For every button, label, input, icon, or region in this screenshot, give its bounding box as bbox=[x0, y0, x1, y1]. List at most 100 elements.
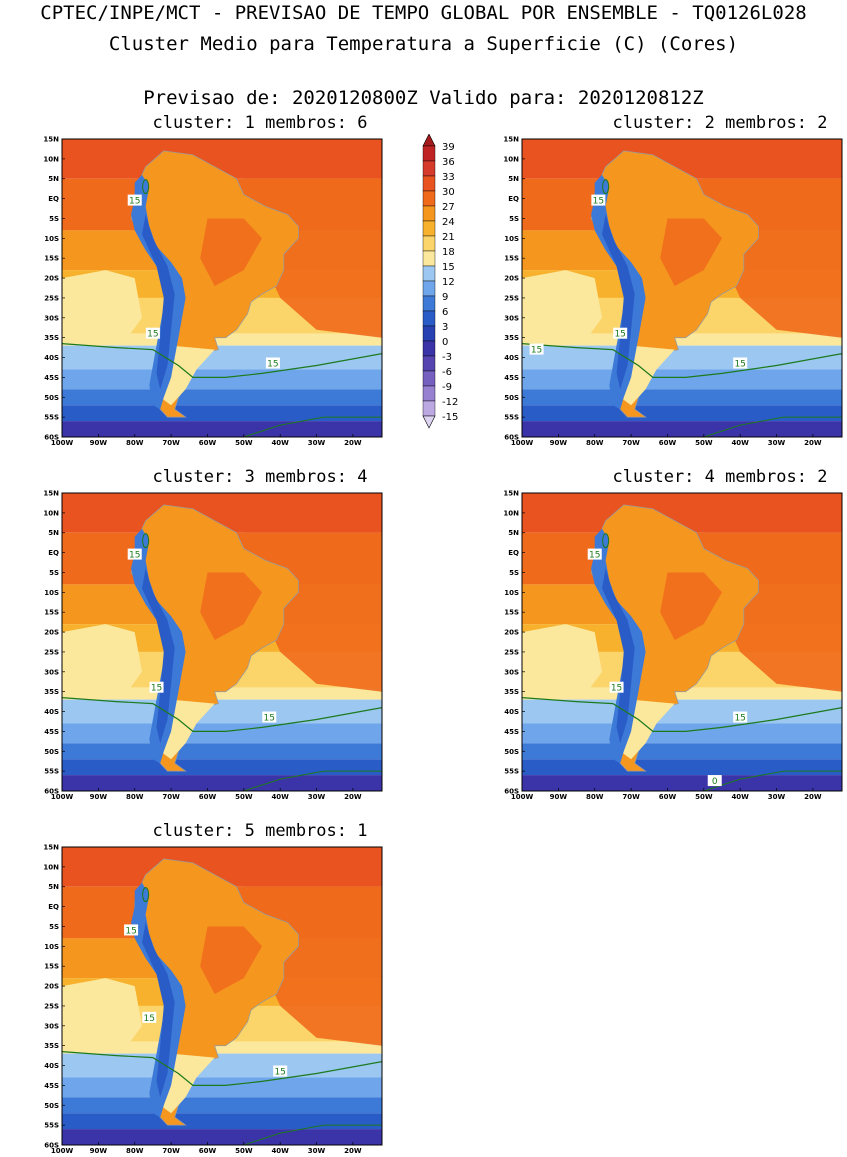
lon-label: 20W bbox=[804, 439, 822, 447]
lat-label: 5S bbox=[49, 923, 59, 931]
lat-label: 25S bbox=[504, 294, 519, 302]
colorbar-label: 39 bbox=[442, 142, 455, 153]
lon-label: 50W bbox=[235, 793, 253, 801]
colorbar-label: -9 bbox=[442, 382, 452, 393]
contour-label-15-pacific: 15 bbox=[145, 327, 160, 340]
contour-line-0 bbox=[703, 770, 842, 792]
contour-line-15 bbox=[61, 697, 383, 732]
lon-label: 20W bbox=[344, 1147, 362, 1155]
svg-text:15: 15 bbox=[593, 197, 604, 207]
interior-warm-region bbox=[660, 572, 722, 640]
colorbar-swatch bbox=[422, 190, 436, 207]
ocean-band bbox=[62, 389, 382, 406]
lat-label: EQ bbox=[48, 903, 59, 911]
svg-text:15: 15 bbox=[531, 346, 542, 356]
svg-text:15: 15 bbox=[611, 684, 622, 694]
ocean-band bbox=[522, 333, 842, 346]
colorbar-swatch bbox=[422, 205, 436, 222]
colorbar-label: 36 bbox=[442, 157, 455, 168]
lat-label: 5S bbox=[509, 569, 519, 577]
lat-label: EQ bbox=[508, 195, 519, 203]
lat-label: 30S bbox=[44, 668, 59, 676]
svg-text:15: 15 bbox=[147, 330, 158, 340]
contour-line-0 bbox=[243, 770, 382, 792]
ocean-band bbox=[62, 1129, 382, 1145]
lon-label: 50W bbox=[235, 1147, 253, 1155]
colorbar-arrow-top bbox=[422, 134, 436, 147]
lat-label: 55S bbox=[44, 768, 59, 776]
lon-label: 100W bbox=[511, 439, 534, 447]
lon-label: 70W bbox=[162, 439, 180, 447]
lat-label: 20S bbox=[44, 629, 59, 637]
svg-text:15: 15 bbox=[734, 713, 745, 723]
contour-label-15-south: 15 bbox=[733, 711, 748, 723]
svg-text:15: 15 bbox=[589, 551, 600, 561]
lat-label: 10N bbox=[503, 509, 519, 517]
ocean-band bbox=[62, 1053, 382, 1078]
contour-label-15-pacific: 15 bbox=[142, 1011, 157, 1024]
map-panel-cluster-2: 15 15 15 15 15N 10N 5N EQ 5S 10S 15S 20S 25S 30S 35S 40… bbox=[503, 136, 843, 447]
colorbar-label: -6 bbox=[442, 367, 452, 378]
lat-label: 5S bbox=[49, 215, 59, 223]
contour-label-15-pacific: 15 bbox=[613, 327, 628, 340]
lat-label: 5S bbox=[49, 569, 59, 577]
contour-label-15-pacific: 15 bbox=[149, 681, 164, 694]
colorbar-swatch bbox=[422, 370, 436, 387]
lat-label: 35S bbox=[44, 334, 59, 342]
lon-label: 50W bbox=[695, 439, 713, 447]
lat-label: 10N bbox=[43, 155, 59, 163]
lat-label: 15N bbox=[43, 844, 59, 852]
contour-label-15-south: 15 bbox=[273, 1065, 288, 1077]
andes-core bbox=[142, 568, 175, 744]
ocean-band bbox=[522, 369, 842, 390]
colorbar-swatch bbox=[422, 340, 436, 357]
lat-label: 30S bbox=[504, 668, 519, 676]
andes-core bbox=[602, 214, 635, 390]
ocean-band bbox=[62, 1097, 382, 1114]
lat-label: 20S bbox=[44, 983, 59, 991]
lon-label: 90W bbox=[90, 793, 108, 801]
ocean-band bbox=[522, 699, 842, 724]
ocean-band bbox=[522, 421, 842, 437]
lat-label: 45S bbox=[44, 728, 59, 736]
lat-label: EQ bbox=[508, 549, 519, 557]
lon-label: 70W bbox=[622, 793, 640, 801]
temperature-map-3: 15 15 15 15N 10N 5N EQ 5S 10S 15S 20S 25S 30S 35S 40S 4… bbox=[43, 490, 383, 801]
contour-line-0 bbox=[243, 416, 382, 438]
ocean-band bbox=[62, 345, 382, 370]
colorbar-label: -12 bbox=[442, 397, 458, 408]
lon-label: 40W bbox=[731, 793, 749, 801]
map-frame bbox=[61, 138, 383, 438]
temperature-map-1: 15 15 15 15N 10N 5N EQ 5S 10S 15S 20S 25S 30S 35S 40S 4… bbox=[43, 136, 383, 447]
lat-label: 45S bbox=[44, 374, 59, 382]
contour-blob-north bbox=[602, 533, 610, 549]
contour-label-15-south: 15 bbox=[733, 357, 748, 369]
lat-label: 5S bbox=[509, 215, 519, 223]
lon-label: 100W bbox=[51, 439, 74, 447]
colorbar-label: 3 bbox=[442, 322, 448, 333]
colorbar-label: 30 bbox=[442, 187, 455, 198]
colorbar-swatch bbox=[422, 355, 436, 372]
svg-text:15: 15 bbox=[125, 926, 136, 936]
colorbar-swatch bbox=[422, 250, 436, 267]
lat-label: 60S bbox=[44, 788, 59, 796]
lon-label: 30W bbox=[308, 439, 326, 447]
colorbar-swatch bbox=[422, 160, 436, 177]
colorbar-swatch bbox=[422, 280, 436, 297]
ocean-band bbox=[522, 743, 842, 760]
colorbar-label: 6 bbox=[442, 307, 448, 318]
colorbar-swatch bbox=[422, 400, 436, 417]
pacific-cool-tongue bbox=[62, 270, 142, 346]
lat-label: 10S bbox=[504, 589, 519, 597]
ocean-band bbox=[522, 389, 842, 406]
colorbar-swatch bbox=[422, 295, 436, 312]
lon-label: 80W bbox=[126, 793, 144, 801]
map-frame bbox=[521, 492, 843, 792]
lat-label: 15N bbox=[503, 490, 519, 498]
lat-label: 25S bbox=[44, 294, 59, 302]
colorbar-swatch bbox=[422, 325, 436, 342]
contour-label-extra: 15 bbox=[529, 343, 544, 356]
ocean-band bbox=[62, 775, 382, 791]
lon-label: 20W bbox=[344, 439, 362, 447]
